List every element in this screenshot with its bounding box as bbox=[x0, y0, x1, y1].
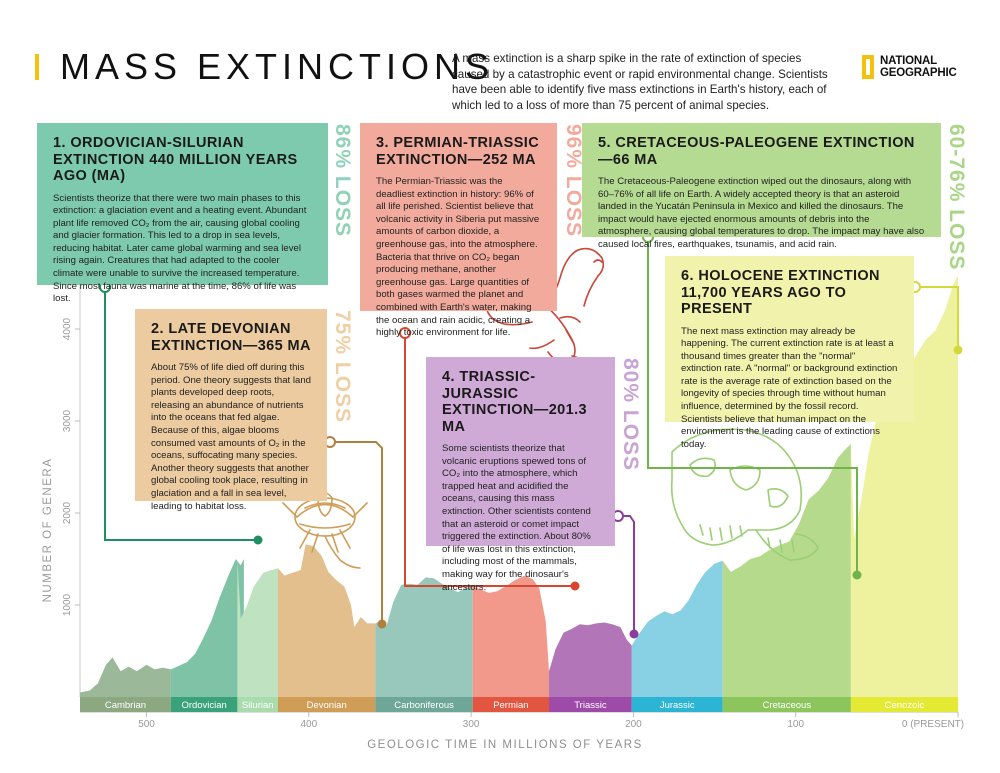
period-band-devonian bbox=[277, 697, 376, 712]
area-triassic bbox=[549, 622, 632, 697]
area-carboniferous bbox=[375, 577, 473, 697]
loss-label-4: 80% LOSS bbox=[619, 358, 642, 472]
period-label-permian: Permian bbox=[493, 700, 528, 711]
card-title: 1. ORDOVICIAN-SILURIAN EXTINCTION 440 MI… bbox=[53, 135, 298, 184]
area-permian bbox=[472, 575, 549, 697]
x-tick-label: 200 bbox=[625, 719, 642, 730]
loss-label-1: 86% LOSS bbox=[331, 124, 354, 238]
x-tick-label: 500 bbox=[138, 719, 155, 730]
extinction-marker bbox=[570, 581, 580, 591]
period-label-ordovician: Ordovician bbox=[181, 700, 226, 711]
card-title: 5. CRETACEOUS-PALEOGENE EXTINCTION—66 MA bbox=[598, 135, 915, 168]
extinction-marker bbox=[852, 570, 862, 580]
y-tick-label: 3000 bbox=[62, 409, 73, 432]
card-permian-triassic: 3. PERMIAN-TRIASSIC EXTINCTION—252 MA Th… bbox=[360, 123, 557, 338]
period-band-cretaceous bbox=[722, 697, 851, 712]
card-text: The Permian-Triassic was the deadliest e… bbox=[376, 176, 540, 339]
logo-line-2: GEOGRAPHIC bbox=[880, 67, 957, 79]
extinction-marker bbox=[953, 345, 963, 355]
period-band-jurassic bbox=[631, 697, 723, 712]
connector-start-dot bbox=[399, 327, 411, 339]
x-tick-label: 300 bbox=[463, 719, 480, 730]
card-text: The next mass extinction may already be … bbox=[681, 325, 898, 450]
card-text: Some scientists theorize that volcanic e… bbox=[442, 443, 591, 593]
card-title: 4. TRIASSIC-JURASSIC EXTINCTION—201.3 MA bbox=[442, 369, 587, 435]
card-text: Scientists theorize that there were two … bbox=[53, 192, 307, 305]
logo-line-1: NATIONAL bbox=[880, 55, 937, 67]
card-title: 3. PERMIAN-TRIASSIC EXTINCTION—252 MA bbox=[376, 135, 540, 168]
period-label-cretaceous: Cretaceous bbox=[762, 700, 811, 711]
x-tick-label: 0 (PRESENT) bbox=[902, 719, 964, 730]
logo-frame-icon bbox=[862, 55, 874, 79]
card-title: 6. HOLOCENE EXTINCTION 11,700 YEARS AGO … bbox=[681, 268, 880, 317]
period-band-carboniferous bbox=[375, 697, 473, 712]
y-axis-title: NUMBER OF GENERA bbox=[42, 458, 54, 603]
period-band-ordovician bbox=[170, 697, 238, 712]
connector-line bbox=[647, 237, 858, 575]
natgeo-logo: NATIONAL GEOGRAPHIC bbox=[862, 55, 957, 79]
card-ordovician-silurian: 1. ORDOVICIAN-SILURIAN EXTINCTION 440 MI… bbox=[37, 123, 328, 304]
period-label-triassic: Triassic bbox=[574, 700, 607, 711]
extinction-marker bbox=[629, 629, 639, 639]
x-tick-label: 400 bbox=[300, 719, 317, 730]
period-band-silurian bbox=[237, 697, 278, 712]
period-label-silurian: Silurian bbox=[242, 700, 274, 711]
period-label-devonian: Devonian bbox=[307, 700, 347, 711]
connector-line bbox=[618, 515, 635, 634]
y-tick-label: 2000 bbox=[62, 501, 73, 524]
period-label-cenozoic: Cenozoic bbox=[885, 700, 925, 711]
card-cretaceous-paleogene: 5. CRETACEOUS-PALEOGENE EXTINCTION—66 MA… bbox=[582, 123, 941, 250]
area-ordovician bbox=[170, 559, 244, 697]
axis-labels: GEOLOGIC TIME IN MILLIONS OF YEARS NUMBER… bbox=[42, 458, 643, 751]
period-band-cenozoic bbox=[850, 697, 958, 712]
card-text: About 75% of life died off during this p… bbox=[151, 362, 311, 512]
x-tick-label: 100 bbox=[787, 719, 804, 730]
card-holocene: 6. HOLOCENE EXTINCTION 11,700 YEARS AGO … bbox=[665, 256, 914, 450]
card-title: 2. LATE DEVONIAN EXTINCTION—365 MA bbox=[151, 321, 311, 354]
page-title: MASS EXTINCTIONS bbox=[60, 46, 495, 87]
period-band-cambrian bbox=[80, 697, 171, 712]
area-silurian bbox=[237, 559, 278, 697]
intro-text: A mass extinction is a sharp spike in th… bbox=[452, 52, 828, 112]
area-devonian bbox=[278, 544, 376, 697]
period-label-carboniferous: Carboniferous bbox=[394, 700, 454, 711]
area-jurassic bbox=[631, 560, 723, 697]
loss-label-2: 75% LOSS bbox=[331, 310, 354, 424]
period-band-permian bbox=[472, 697, 550, 712]
card-triassic-jurassic: 4. TRIASSIC-JURASSIC EXTINCTION—201.3 MA… bbox=[426, 357, 615, 593]
period-label-cambrian: Cambrian bbox=[105, 700, 146, 711]
chart-areas bbox=[80, 275, 958, 697]
connector-line bbox=[915, 286, 959, 350]
loss-label-5: 60-76% LOSS bbox=[945, 124, 968, 271]
area-cenozoic bbox=[850, 275, 958, 697]
period-band-triassic bbox=[549, 697, 632, 712]
extinction-marker bbox=[253, 535, 263, 545]
connector-line bbox=[104, 287, 258, 541]
connector-line bbox=[330, 441, 383, 624]
card-late-devonian: 2. LATE DEVONIAN EXTINCTION—365 MA About… bbox=[135, 309, 327, 512]
y-tick-label: 1000 bbox=[62, 593, 73, 616]
area-cretaceous bbox=[722, 444, 851, 697]
header-accent-bar bbox=[35, 54, 39, 80]
x-axis-title: GEOLOGIC TIME IN MILLIONS OF YEARS bbox=[367, 739, 643, 751]
area-cambrian bbox=[80, 657, 171, 697]
trilobite-illustration bbox=[282, 492, 368, 569]
period-bands: Cambrian Ordovician Silurian Devonian Carbon… bbox=[80, 697, 958, 712]
connector-line bbox=[404, 333, 575, 587]
trex-skull-illustration bbox=[670, 428, 819, 561]
extinction-marker bbox=[377, 619, 387, 629]
period-label-jurassic: Jurassic bbox=[660, 700, 695, 711]
y-tick-label: 4000 bbox=[62, 317, 73, 340]
card-text: The Cretaceous-Paleogene extinction wipe… bbox=[598, 176, 925, 250]
